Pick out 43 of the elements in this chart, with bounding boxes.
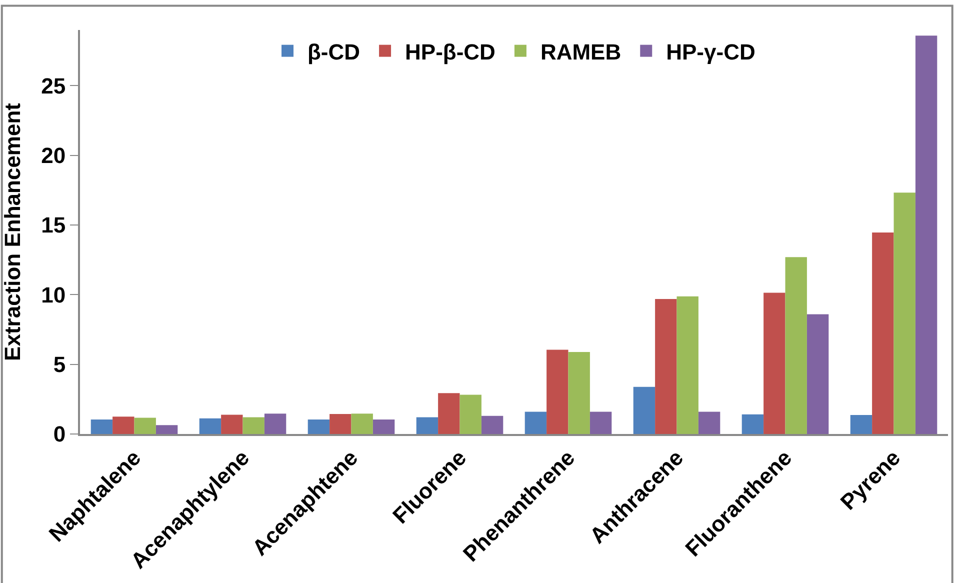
y-tick-label: 10 — [41, 282, 66, 308]
y-tick-label: 25 — [41, 73, 66, 98]
bar — [655, 299, 677, 434]
y-axis-title: Extraction Enhancement — [0, 102, 25, 361]
bar — [351, 414, 373, 434]
y-tick-label: 15 — [41, 212, 66, 238]
bar — [90, 420, 113, 434]
legend-label: HP-β-CD — [405, 39, 496, 64]
y-tick-label: 5 — [53, 352, 66, 378]
bar — [199, 418, 222, 434]
bar — [221, 414, 243, 434]
bar — [698, 412, 720, 434]
bar — [915, 36, 938, 434]
bar — [242, 417, 264, 434]
bar — [546, 350, 568, 434]
bar — [524, 412, 547, 434]
y-tick-label: 0 — [53, 422, 66, 447]
bar — [894, 192, 916, 434]
legend-label: RAMEB — [540, 39, 622, 64]
bar — [764, 292, 786, 434]
bar — [112, 416, 134, 434]
bar — [806, 314, 829, 434]
legend-label: β-CD — [308, 39, 360, 64]
bar — [134, 418, 156, 434]
y-tick-label: 20 — [41, 143, 66, 168]
bar — [676, 296, 698, 434]
bar — [785, 257, 807, 434]
bar — [590, 412, 612, 434]
bar — [372, 420, 395, 434]
bar — [872, 232, 894, 434]
bar — [633, 386, 656, 434]
bar — [330, 414, 352, 434]
bar — [460, 394, 482, 434]
bar — [264, 414, 286, 434]
bar — [308, 420, 330, 434]
bar — [481, 416, 504, 434]
bar — [438, 393, 460, 434]
legend-label: HP-γ-CD — [666, 39, 756, 64]
bar — [416, 417, 438, 434]
bar — [568, 352, 590, 434]
bar — [850, 415, 872, 434]
bar — [156, 425, 178, 434]
bar — [742, 414, 764, 434]
